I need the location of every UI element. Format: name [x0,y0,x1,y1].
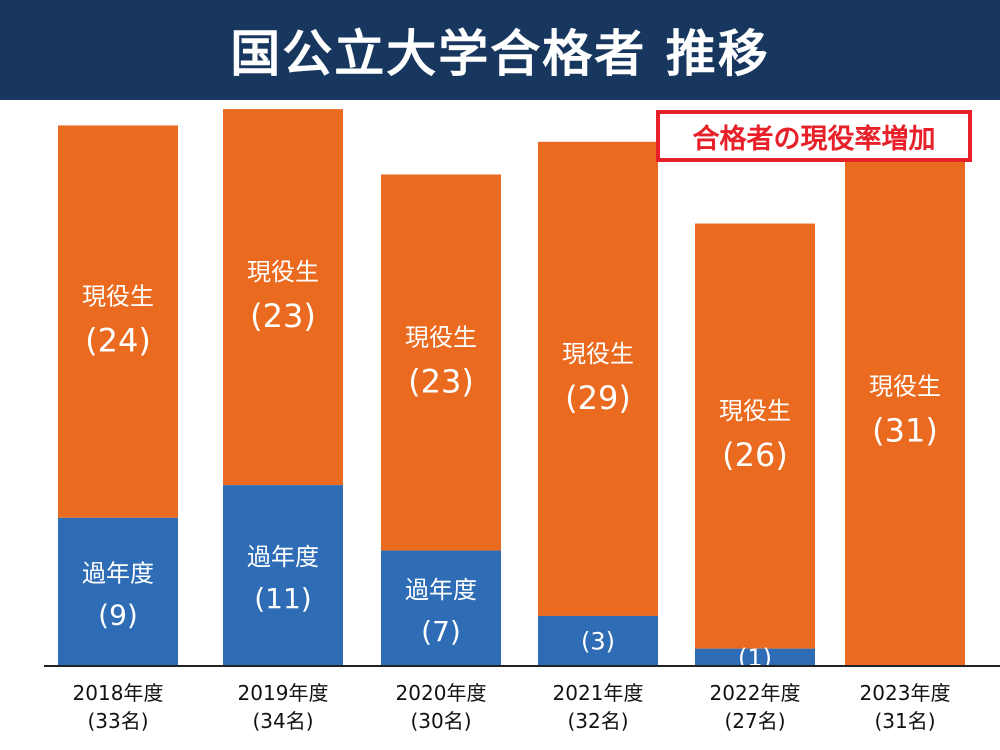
bar-segment-past [223,485,343,665]
data-label-current: (29) [565,379,631,417]
callout-box: 合格者の現役率増加 [656,110,972,162]
series-label-current: 現役生 [247,258,319,286]
series-label-past: 過年度 [405,576,477,604]
data-label-current: (23) [250,297,316,335]
bar-segment-past [58,517,178,665]
total-label: (32名) [567,709,628,733]
title-bar: 国公立大学合格者 推移 [0,0,1000,100]
data-label-current: (23) [408,363,474,401]
data-label-current: (24) [85,322,151,360]
data-label-current: (31) [872,412,938,450]
total-label: (33名) [87,709,148,733]
page-title: 国公立大学合格者 推移 [230,25,770,83]
series-label-past: 過年度 [82,559,154,587]
total-label: (30名) [410,709,471,733]
bar-segment-past [695,648,815,665]
bar-segment-past [381,550,501,665]
data-label-past: (7) [421,615,461,648]
series-label-current: 現役生 [405,324,477,352]
data-label-past: (1) [738,644,772,672]
bar-segment-current [538,141,658,616]
category-label: 2023年度 [860,681,951,705]
category-label: 2021年度 [553,681,644,705]
data-label-past: (11) [254,582,311,615]
category-label: 2022年度 [710,681,801,705]
total-label: (31名) [874,709,935,733]
bar-segment-current [381,174,501,551]
category-label: 2019年度 [238,681,329,705]
series-label-past: 過年度 [247,543,319,571]
series-label-current: 現役生 [869,373,941,401]
series-label-current: 現役生 [719,397,791,425]
bar-segment-current [845,158,965,665]
bar-segment-current [58,125,178,518]
bar-segment-current [695,223,815,649]
bar-segment-current [223,109,343,486]
data-label-past: (3) [581,627,615,655]
total-label: (27名) [724,709,785,733]
bar-segment-past [538,615,658,665]
series-label-current: 現役生 [82,283,154,311]
callout-text: 合格者の現役率増加 [692,123,936,155]
series-label-current: 現役生 [562,340,634,368]
category-label: 2020年度 [396,681,487,705]
category-label: 2018年度 [73,681,164,705]
data-label-current: (26) [722,436,788,474]
data-label-past: (9) [98,598,138,631]
total-label: (34名) [252,709,313,733]
